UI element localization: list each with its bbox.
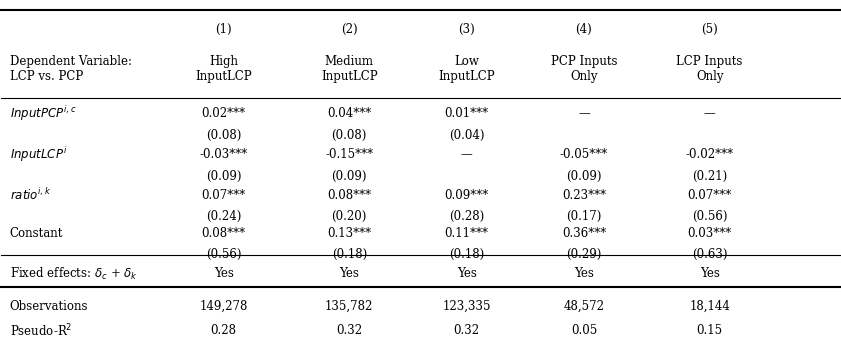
Text: (0.63): (0.63) (692, 248, 727, 261)
Text: (0.21): (0.21) (692, 170, 727, 183)
Text: (0.29): (0.29) (566, 248, 601, 261)
Text: 0.13***: 0.13*** (327, 226, 372, 240)
Text: 0.02***: 0.02*** (202, 107, 246, 120)
Text: 0.03***: 0.03*** (688, 226, 732, 240)
Text: 123,335: 123,335 (442, 300, 491, 313)
Text: -0.05***: -0.05*** (560, 148, 608, 161)
Text: (0.09): (0.09) (331, 170, 367, 183)
Text: 0.08***: 0.08*** (202, 226, 246, 240)
Text: (5): (5) (701, 23, 718, 37)
Text: (0.09): (0.09) (206, 170, 241, 183)
Text: PCP Inputs
Only: PCP Inputs Only (551, 55, 617, 83)
Text: (0.56): (0.56) (692, 210, 727, 223)
Text: —: — (461, 148, 473, 161)
Text: 0.23***: 0.23*** (562, 189, 606, 202)
Text: 18,144: 18,144 (690, 300, 730, 313)
Text: Fixed effects: $\delta_c$ + $\delta_k$: Fixed effects: $\delta_c$ + $\delta_k$ (10, 266, 138, 282)
Text: Low
InputLCP: Low InputLCP (438, 55, 495, 83)
Text: (0.08): (0.08) (206, 129, 241, 142)
Text: Pseudo-R$^2$: Pseudo-R$^2$ (10, 322, 72, 338)
Text: Constant: Constant (10, 226, 63, 240)
Text: 0.32: 0.32 (336, 324, 362, 337)
Text: (0.28): (0.28) (449, 210, 484, 223)
Text: —: — (704, 107, 716, 120)
Text: (0.04): (0.04) (449, 129, 484, 142)
Text: Yes: Yes (700, 267, 720, 280)
Text: 0.08***: 0.08*** (327, 189, 372, 202)
Text: High
InputLCP: High InputLCP (195, 55, 251, 83)
Text: 0.05: 0.05 (571, 324, 597, 337)
Text: 0.15: 0.15 (696, 324, 722, 337)
Text: LCP Inputs
Only: LCP Inputs Only (676, 55, 743, 83)
Text: (0.18): (0.18) (449, 248, 484, 261)
Text: (0.56): (0.56) (206, 248, 241, 261)
Text: -0.15***: -0.15*** (325, 148, 373, 161)
Text: (1): (1) (215, 23, 232, 37)
Text: Yes: Yes (339, 267, 359, 280)
Text: Medium
InputLCP: Medium InputLCP (321, 55, 378, 83)
Text: $\mathit{InputLCP}^{i}$: $\mathit{InputLCP}^{i}$ (10, 145, 67, 164)
Text: $\mathit{ratio}^{i,k}$: $\mathit{ratio}^{i,k}$ (10, 187, 51, 203)
Text: (2): (2) (341, 23, 357, 37)
Text: 135,782: 135,782 (325, 300, 373, 313)
Text: (0.20): (0.20) (331, 210, 367, 223)
Text: (0.18): (0.18) (331, 248, 367, 261)
Text: (0.08): (0.08) (331, 129, 367, 142)
Text: 0.07***: 0.07*** (688, 189, 732, 202)
Text: Dependent Variable:
LCP vs. PCP: Dependent Variable: LCP vs. PCP (10, 55, 132, 83)
Text: -0.03***: -0.03*** (199, 148, 247, 161)
Text: -0.02***: -0.02*** (685, 148, 733, 161)
Text: 0.01***: 0.01*** (445, 107, 489, 120)
Text: (0.17): (0.17) (566, 210, 601, 223)
Text: Observations: Observations (10, 300, 88, 313)
Text: 149,278: 149,278 (199, 300, 248, 313)
Text: 0.04***: 0.04*** (327, 107, 372, 120)
Text: (0.09): (0.09) (566, 170, 601, 183)
Text: 0.32: 0.32 (453, 324, 479, 337)
Text: (0.24): (0.24) (206, 210, 241, 223)
Text: 48,572: 48,572 (563, 300, 605, 313)
Text: 0.11***: 0.11*** (445, 226, 489, 240)
Text: 0.09***: 0.09*** (445, 189, 489, 202)
Text: Yes: Yes (574, 267, 594, 280)
Text: (3): (3) (458, 23, 475, 37)
Text: Yes: Yes (214, 267, 234, 280)
Text: 0.36***: 0.36*** (562, 226, 606, 240)
Text: $\mathit{InputPCP}^{i,c}$: $\mathit{InputPCP}^{i,c}$ (10, 104, 77, 123)
Text: 0.28: 0.28 (210, 324, 236, 337)
Text: 0.07***: 0.07*** (201, 189, 246, 202)
Text: Yes: Yes (457, 267, 477, 280)
Text: —: — (578, 107, 590, 120)
Text: (4): (4) (575, 23, 592, 37)
